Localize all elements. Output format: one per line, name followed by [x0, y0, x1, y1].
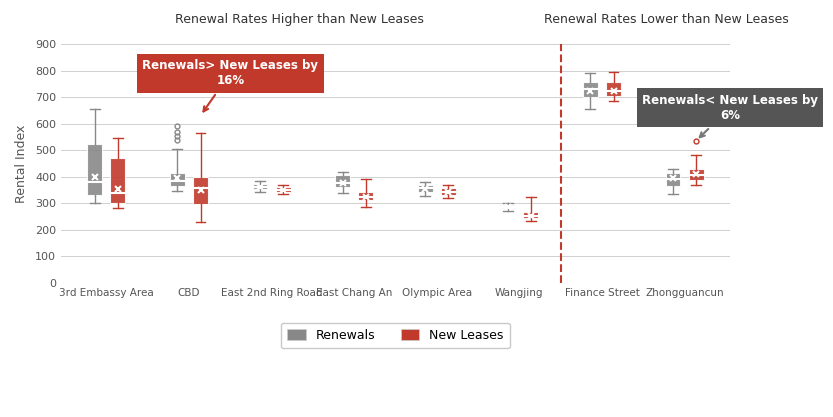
Text: Renewal Rates Lower than New Leases: Renewal Rates Lower than New Leases — [544, 13, 789, 25]
Bar — [358, 192, 373, 200]
Legend: Renewals, New Leases: Renewals, New Leases — [281, 323, 510, 348]
Bar — [276, 187, 291, 192]
Bar — [606, 82, 621, 96]
Y-axis label: Rental Index: Rental Index — [15, 124, 28, 203]
Bar — [501, 205, 516, 208]
Bar — [441, 188, 456, 195]
Bar — [523, 212, 538, 218]
Bar — [689, 169, 704, 180]
Bar — [418, 185, 432, 192]
Text: Renewals> New Leases by
16%: Renewals> New Leases by 16% — [142, 59, 318, 111]
Bar — [666, 173, 681, 186]
Bar — [252, 184, 267, 189]
Bar — [87, 144, 102, 195]
Bar — [583, 82, 598, 97]
Bar — [335, 175, 350, 187]
Bar — [111, 158, 125, 203]
Bar — [193, 177, 208, 204]
Text: Renewals< New Leases by
6%: Renewals< New Leases by 6% — [642, 94, 818, 137]
Bar — [170, 173, 185, 186]
Text: Renewal Rates Higher than New Leases: Renewal Rates Higher than New Leases — [176, 13, 424, 25]
